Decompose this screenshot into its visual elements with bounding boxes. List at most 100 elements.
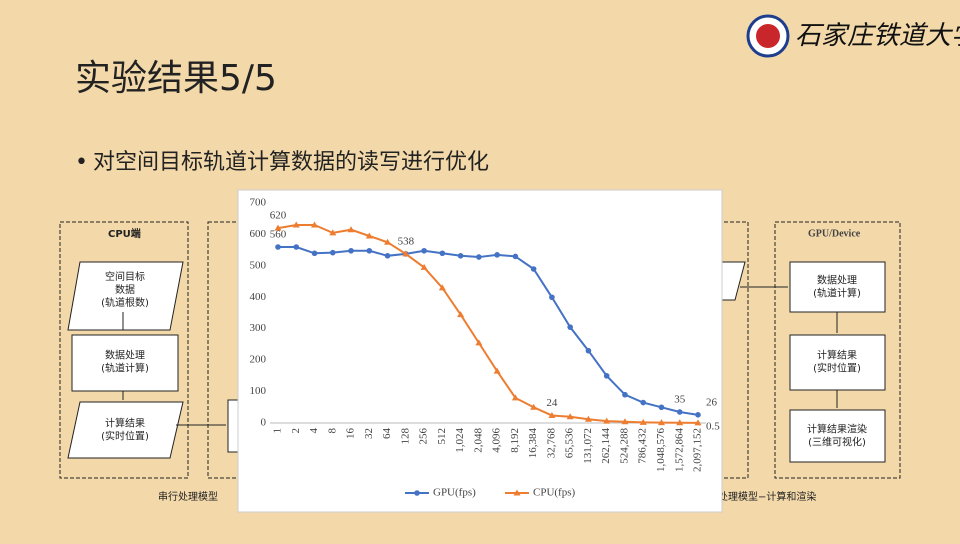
marker xyxy=(292,221,300,228)
caption: 串行处理模型 xyxy=(158,490,218,503)
marker xyxy=(621,418,629,425)
x-tick-label: 256 xyxy=(418,428,430,445)
data-label: 26 xyxy=(706,396,718,408)
node-label: (实时位置) xyxy=(101,430,149,443)
marker xyxy=(475,339,483,346)
marker xyxy=(476,254,482,260)
marker xyxy=(329,249,336,256)
node-label: 空间目标 xyxy=(105,270,145,283)
marker xyxy=(676,409,683,415)
data-label: 620 xyxy=(270,210,287,222)
node xyxy=(67,261,184,331)
x-tick-label: 32,768 xyxy=(545,428,557,459)
marker xyxy=(622,391,628,398)
gpu-frame xyxy=(774,221,901,479)
x-tick-label: 1,048,576 xyxy=(655,428,667,473)
node xyxy=(67,401,184,459)
data-label: 35 xyxy=(674,394,686,406)
node-label: (三维可视化) xyxy=(808,436,866,449)
logo-text: 石家庄铁道大学 xyxy=(795,21,960,51)
frame-title: CPU端 xyxy=(108,227,141,240)
legend-label: CPU(fps) xyxy=(533,487,576,499)
x-tick-label: 4,096 xyxy=(491,428,503,453)
marker xyxy=(384,253,391,259)
marker xyxy=(457,311,465,318)
marker xyxy=(512,253,519,260)
x-tick-label: 786,432 xyxy=(637,428,649,464)
marker xyxy=(511,394,519,401)
marker xyxy=(494,252,500,258)
marker xyxy=(584,415,592,422)
y-tick-label: 500 xyxy=(250,259,267,271)
caption: 处理模型−计算和渲染 xyxy=(718,490,816,503)
marker xyxy=(548,411,556,418)
marker xyxy=(549,294,555,301)
x-tick-label: 65,536 xyxy=(564,428,576,459)
marker xyxy=(311,221,319,228)
x-tick-label: 4 xyxy=(308,428,320,434)
arrows xyxy=(122,286,838,426)
marker xyxy=(421,247,427,254)
marker xyxy=(366,247,373,254)
x-tick-label: 2,097,152 xyxy=(692,428,704,472)
marker xyxy=(402,250,410,257)
x-tick-label: 2 xyxy=(290,428,302,434)
y-tick-label: 600 xyxy=(250,228,267,240)
node-label: 计算结果 xyxy=(105,417,145,430)
marker xyxy=(585,347,592,354)
bullet-text: 对空间目标轨道计算数据的读写进行优化 xyxy=(93,150,489,175)
marker xyxy=(274,224,282,231)
y-tick-label: 300 xyxy=(250,322,267,334)
marker xyxy=(457,253,464,259)
node xyxy=(789,334,886,391)
node xyxy=(789,261,886,313)
x-tick-label: 1 xyxy=(272,428,284,434)
node-label: 数据处理 xyxy=(105,349,145,362)
frame-title: GPU/Device xyxy=(808,228,861,239)
node-label: (实时位置) xyxy=(813,362,861,375)
marker xyxy=(420,263,428,270)
marker xyxy=(365,232,373,239)
marker xyxy=(530,403,538,410)
marker xyxy=(566,413,574,420)
marker xyxy=(567,324,573,330)
y-tick-label: 0 xyxy=(261,417,267,429)
marker xyxy=(694,419,702,426)
x-tick-label: 8,192 xyxy=(509,428,521,453)
marker xyxy=(603,373,610,379)
series-line xyxy=(278,246,699,416)
marker xyxy=(348,247,354,254)
x-tick-label: 524,288 xyxy=(618,428,630,464)
x-tick-label: 512 xyxy=(436,428,448,445)
marker xyxy=(384,238,392,245)
data-label: 560 xyxy=(270,229,287,241)
cpu-frame xyxy=(59,221,189,479)
data-label: 24 xyxy=(546,397,558,409)
node-label: (轨道计算) xyxy=(101,362,149,375)
node-label: (轨道计算) xyxy=(813,287,861,300)
marker xyxy=(658,404,665,411)
x-tick-label: 1,572,864 xyxy=(673,428,685,473)
marker xyxy=(311,250,318,257)
x-tick-label: 64 xyxy=(381,428,393,440)
chart-area xyxy=(237,189,723,513)
node-label: 计算结果渲染 xyxy=(807,423,867,436)
x-tick-label: 16 xyxy=(345,428,357,440)
node-label: 计算结果 xyxy=(817,349,857,362)
marker xyxy=(275,244,281,250)
marker xyxy=(603,417,611,424)
legend-marker xyxy=(414,490,420,496)
slide-title: 实验结果5/5 xyxy=(75,58,277,99)
x-tick-label: 1,024 xyxy=(454,428,466,453)
marker xyxy=(676,419,684,426)
x-tick-label: 16,384 xyxy=(527,428,539,459)
marker xyxy=(438,284,446,291)
node-label: (轨道根数) xyxy=(101,296,149,309)
marker xyxy=(657,419,665,426)
node-label: 数据 xyxy=(115,283,135,296)
diagram-nodes xyxy=(67,261,886,463)
x-tick-label: 2,048 xyxy=(472,428,484,453)
